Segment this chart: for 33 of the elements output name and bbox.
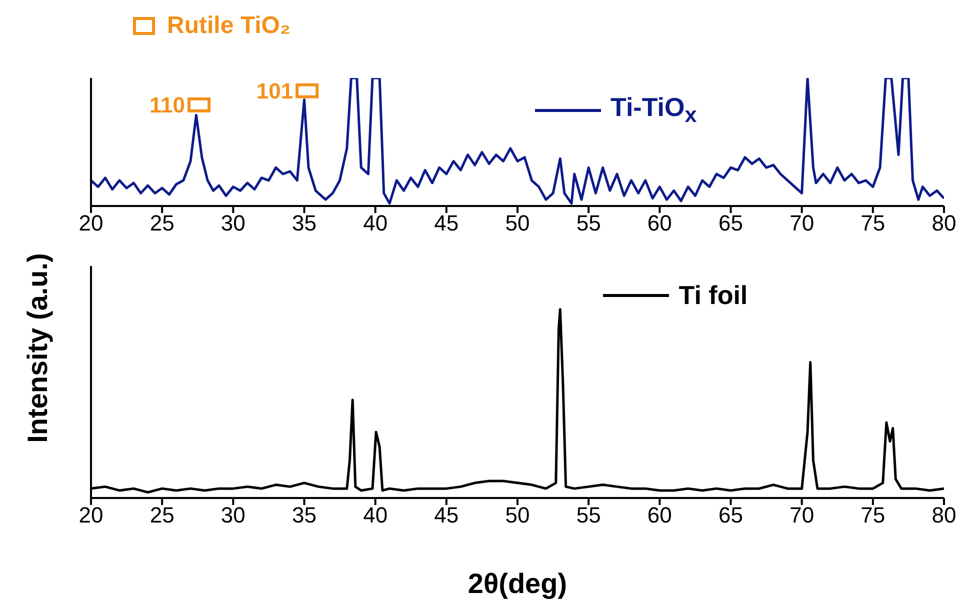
x-tick-label: 60 [647, 502, 672, 528]
x-tick-label: 80 [932, 210, 956, 236]
x-tick-label: 25 [150, 502, 174, 528]
x-tick-label: 70 [790, 210, 814, 236]
y-axis-title: Intensity (a.u.) [22, 253, 54, 443]
legend-label: Ti-TiO$_{x}$ [610, 92, 697, 128]
x-tick-label: 50 [505, 210, 530, 236]
x-tick-label: 40 [363, 502, 388, 528]
x-tick-label: 45 [434, 210, 459, 236]
x-tick-label: 30 [220, 502, 246, 528]
annotation: 101 [256, 78, 294, 104]
x-tick-label: 60 [647, 210, 672, 236]
x-tick-label: 20 [78, 210, 104, 236]
x-tick-label: 50 [505, 502, 530, 528]
x-tick-label: 75 [860, 210, 886, 236]
x-tick-label: 45 [434, 502, 459, 528]
legend-label: Rutile TiO₂ [167, 12, 291, 40]
x-tick-label: 80 [932, 502, 956, 528]
x-tick-label: 55 [576, 502, 601, 528]
x-tick-label: 55 [576, 210, 601, 236]
x-tick-label: 35 [292, 502, 316, 528]
x-tick-label: 35 [292, 210, 316, 236]
x-tick-label: 75 [860, 502, 886, 528]
x-tick-label: 65 [718, 502, 743, 528]
x-tick-label: 25 [150, 210, 174, 236]
annotation: 110 [150, 92, 186, 118]
x-tick-label: 70 [790, 502, 814, 528]
x-tick-label: 40 [363, 210, 388, 236]
x-axis-title: 2θ(deg) [466, 568, 568, 600]
x-tick-label: 30 [220, 210, 246, 236]
x-tick-label: 20 [78, 502, 104, 528]
legend-label: Ti foil [678, 280, 748, 311]
x-tick-label: 65 [718, 210, 743, 236]
